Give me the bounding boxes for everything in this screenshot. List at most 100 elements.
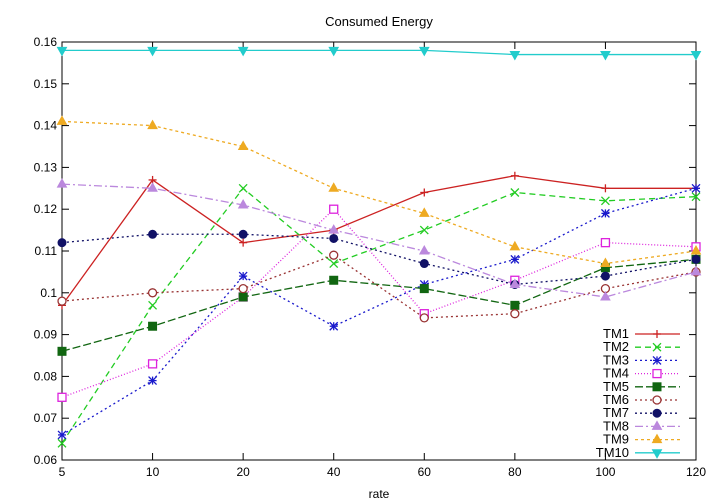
- data-point: [238, 292, 248, 302]
- data-point: [237, 140, 249, 150]
- x-tick-label: 80: [508, 465, 522, 479]
- series-tm7: [57, 229, 701, 289]
- series-line: [61, 233, 697, 286]
- data-point: [509, 278, 521, 288]
- legend-marker: [651, 433, 663, 444]
- data-point: [147, 359, 158, 369]
- data-point: [600, 237, 611, 248]
- data-point: [600, 290, 611, 301]
- plot-frame: [61, 41, 697, 461]
- data-point: [238, 229, 248, 239]
- x-tick-label: 100: [595, 465, 615, 479]
- data-point: [148, 321, 158, 331]
- data-point: [329, 259, 339, 268]
- y-tick-label: 0.15: [34, 77, 58, 91]
- series-tm8: [56, 178, 702, 301]
- data-point: [148, 376, 158, 386]
- series-line: [62, 49, 696, 56]
- legend-marker: [651, 420, 663, 430]
- series-line: [61, 258, 697, 352]
- legend-item-tm9: TM9: [603, 432, 680, 447]
- x-tick-label: 120: [686, 465, 706, 479]
- data-point: [329, 233, 339, 243]
- series-line: [61, 183, 697, 298]
- series-tm9: [56, 115, 702, 268]
- x-axis-tick-labels: 5 10 20 40 60 80 100 120: [59, 465, 707, 479]
- data-point: [418, 244, 430, 255]
- series-tm3: [57, 183, 701, 440]
- data-point: [237, 199, 249, 209]
- x-tick-label: 5: [59, 465, 66, 479]
- data-point: [510, 300, 520, 310]
- data-point: [328, 224, 340, 234]
- y-tick-label: 0.09: [34, 328, 58, 342]
- y-tick-label: 0.11: [35, 244, 58, 258]
- legend-item-tm8: TM8: [603, 418, 680, 433]
- series-line: [61, 254, 697, 319]
- series-line: [61, 208, 697, 398]
- y-tick-label: 0.12: [34, 202, 58, 216]
- data-point: [328, 46, 340, 57]
- data-point: [57, 238, 67, 248]
- legend-item-tm10: TM10: [596, 445, 680, 460]
- data-point: [419, 313, 429, 323]
- data-point: [328, 182, 340, 192]
- data-point: [57, 392, 67, 402]
- legend-marker: [652, 368, 662, 379]
- data-point: [148, 300, 158, 310]
- legend-item-tm2: TM2: [603, 339, 680, 354]
- data-point: [509, 51, 521, 61]
- data-point: [56, 178, 68, 188]
- data-point: [691, 192, 701, 202]
- data-point: [329, 250, 339, 260]
- data-point: [690, 244, 702, 255]
- data-point: [57, 346, 67, 356]
- data-point: [147, 119, 158, 130]
- legend-marker: [653, 330, 661, 338]
- data-point: [691, 254, 701, 264]
- data-point: [329, 275, 339, 285]
- data-point: [57, 296, 67, 306]
- y-tick-label: 0.14: [34, 119, 58, 133]
- legend-marker: [652, 408, 662, 418]
- series-line: [61, 175, 696, 306]
- data-point: [690, 265, 702, 276]
- data-point: [329, 204, 339, 214]
- data-point: [147, 46, 158, 57]
- series-tm10: [56, 46, 702, 61]
- series-layer: [56, 46, 702, 448]
- legend-marker: [652, 395, 662, 405]
- x-tick-label: 20: [236, 465, 250, 479]
- legend-label: TM9: [603, 432, 629, 447]
- data-point: [147, 182, 158, 192]
- legend-label: TM6: [603, 392, 629, 407]
- data-point: [600, 196, 610, 206]
- data-point: [690, 51, 702, 61]
- legend-item-tm3: TM3: [603, 352, 680, 367]
- data-point: [418, 207, 430, 217]
- data-point: [510, 171, 519, 180]
- x-tick-label: 60: [418, 465, 432, 479]
- data-point: [510, 309, 520, 319]
- data-point: [419, 259, 429, 269]
- data-point: [601, 184, 610, 193]
- data-point: [509, 240, 521, 251]
- data-point: [56, 115, 68, 125]
- x-tick-label: 10: [146, 465, 160, 479]
- data-point: [691, 183, 701, 193]
- data-point: [418, 46, 430, 57]
- data-point: [239, 238, 248, 247]
- legend-label: TM10: [596, 445, 629, 460]
- series-line: [61, 187, 697, 436]
- y-tick-label: 0.13: [34, 160, 58, 174]
- legend-label: TM7: [603, 405, 629, 420]
- data-point: [420, 188, 429, 197]
- data-point: [510, 254, 520, 264]
- data-point: [57, 430, 67, 440]
- data-point: [600, 257, 611, 268]
- legend-marker: [652, 382, 662, 392]
- series-line: [61, 187, 697, 444]
- legend-label: TM8: [603, 418, 629, 433]
